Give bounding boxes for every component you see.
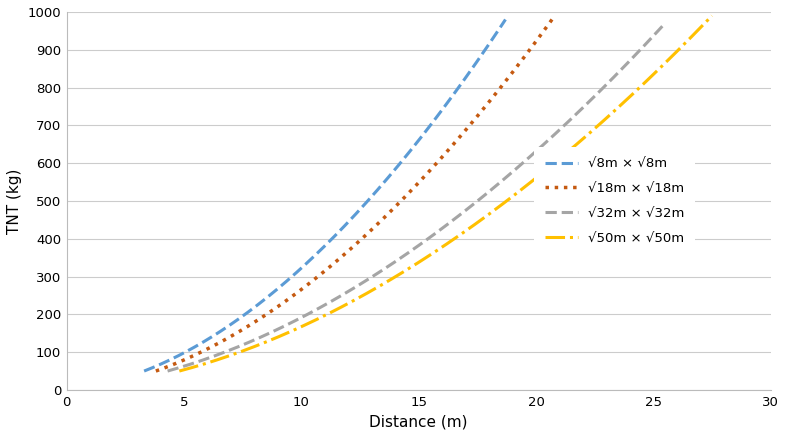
√50m × √50m — [490, 208, 499, 213]
√32m × √32m — [660, 20, 670, 26]
√18m × √18m — [550, 13, 560, 18]
√32m × √32m — [459, 209, 468, 215]
√8m × √8m — [139, 368, 149, 374]
√32m × √32m — [468, 203, 477, 208]
√18m × √18m — [388, 206, 398, 211]
√32m × √32m — [164, 368, 174, 373]
√50m × √50m — [501, 199, 510, 204]
√32m × √32m — [163, 368, 172, 374]
√32m × √32m — [614, 70, 623, 75]
Line: √32m × √32m: √32m × √32m — [167, 23, 665, 371]
√50m × √50m — [176, 368, 185, 373]
√18m × √18m — [387, 208, 397, 213]
Legend: √8m × √8m, √18m × √18m, √32m × √32m, √50m × √50m: √8m × √8m, √18m × √18m, √32m × √32m, √50… — [534, 146, 696, 255]
√18m × √18m — [487, 95, 497, 101]
√32m × √32m — [457, 211, 467, 216]
Line: √18m × √18m: √18m × √18m — [156, 16, 555, 371]
√50m × √50m — [174, 368, 184, 374]
√18m × √18m — [152, 368, 162, 373]
√8m × √8m — [444, 99, 454, 104]
Line: √50m × √50m: √50m × √50m — [179, 16, 712, 371]
Line: √8m × √8m: √8m × √8m — [144, 20, 505, 371]
√8m × √8m — [501, 17, 510, 22]
X-axis label: Distance (m): Distance (m) — [369, 414, 468, 429]
√50m × √50m — [492, 206, 501, 211]
√18m × √18m — [395, 199, 405, 204]
√50m × √50m — [707, 13, 717, 18]
√50m × √50m — [657, 63, 667, 68]
√8m × √8m — [467, 67, 476, 72]
√50m × √50m — [623, 95, 633, 101]
√18m × √18m — [151, 368, 160, 374]
√18m × √18m — [512, 63, 522, 68]
√8m × √8m — [361, 201, 370, 206]
√8m × √8m — [141, 368, 150, 373]
√8m × √8m — [354, 209, 363, 214]
√32m × √32m — [582, 101, 592, 106]
√8m × √8m — [354, 208, 364, 213]
Y-axis label: TNT (kg): TNT (kg) — [7, 168, 22, 234]
